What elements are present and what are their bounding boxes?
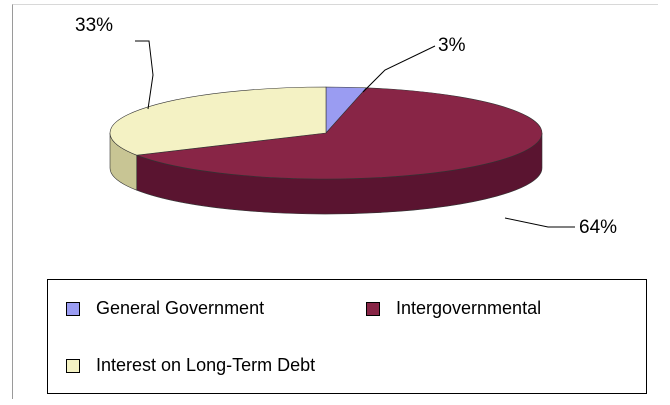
leader-lines xyxy=(135,40,575,228)
legend-swatch-intergovernmental xyxy=(366,301,380,316)
pie-chart: 3% 64% 33% xyxy=(75,15,617,238)
chart-area: 3% 64% 33% General Government Intergovernm… xyxy=(12,4,658,399)
legend-label-interest-on-long-term-debt: Interest on Long-Term Debt xyxy=(96,355,316,375)
legend-label-general-government: General Government xyxy=(96,298,265,318)
legend-swatch-interest-on-long-term-debt xyxy=(66,358,80,373)
legend-item-general-government: General Government xyxy=(66,298,264,319)
pie-top-layer xyxy=(109,86,543,180)
legend-item-intergovernmental: Intergovernmental xyxy=(366,298,541,319)
pie-slice-interest-on-long-term-debt xyxy=(109,86,327,156)
legend-item-interest-on-long-term-debt: Interest on Long-Term Debt xyxy=(66,355,315,376)
slice-label-general-government: 3% xyxy=(438,35,466,56)
leader-line-general-government xyxy=(362,45,436,93)
slice-label-intergovernmental: 64% xyxy=(579,217,617,238)
legend-label-intergovernmental: Intergovernmental xyxy=(396,298,542,318)
legend-swatch-general-government xyxy=(66,301,80,316)
pie-slice-intergovernmental xyxy=(136,87,543,180)
legend: General Government Intergovernmental Int… xyxy=(47,279,647,394)
leader-line-interest-on-long-term-debt xyxy=(135,40,154,110)
slice-labels: 3% 64% 33% xyxy=(75,15,617,238)
slice-label-interest-on-long-term-debt: 33% xyxy=(75,15,113,36)
leader-line-intergovernmental xyxy=(504,217,575,228)
